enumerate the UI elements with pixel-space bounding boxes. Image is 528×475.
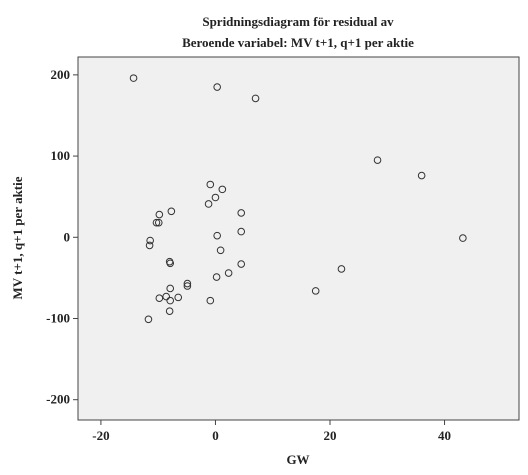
point <box>311 287 320 295</box>
point <box>237 209 246 217</box>
x-tick-label: 20 <box>324 428 337 443</box>
plot-area <box>77 56 520 421</box>
point <box>216 246 225 255</box>
y-tick-label: 0 <box>64 229 71 244</box>
point <box>204 200 213 208</box>
point <box>152 218 161 227</box>
point <box>183 279 192 288</box>
point <box>237 260 246 268</box>
point <box>206 296 215 305</box>
point <box>337 265 346 273</box>
point <box>162 292 170 301</box>
point <box>167 207 176 216</box>
point <box>213 231 221 240</box>
point <box>166 284 175 293</box>
point <box>166 259 175 268</box>
point <box>183 282 192 290</box>
y-tick-label: 200 <box>51 67 71 82</box>
point <box>459 234 467 242</box>
y-axis-label: MV t+1, q+1 per aktie <box>10 176 25 299</box>
y-tick-label: 100 <box>51 148 71 163</box>
point <box>213 83 221 91</box>
point <box>212 273 221 281</box>
point <box>144 315 153 324</box>
point <box>373 156 382 164</box>
point <box>129 74 138 82</box>
point <box>166 296 175 305</box>
point <box>155 294 164 302</box>
x-tick-label: -20 <box>92 428 109 443</box>
point <box>417 171 426 180</box>
point <box>145 241 154 250</box>
point <box>206 180 215 189</box>
y-tick-label: -200 <box>46 392 70 407</box>
point <box>224 269 233 277</box>
x-tick-label: 40 <box>438 428 451 443</box>
point <box>218 185 227 194</box>
x-tick-label: 0 <box>212 428 219 443</box>
point <box>174 293 183 302</box>
chart-subtitle: Beroende variabel: MV t+1, q+1 per aktie <box>182 35 414 50</box>
point <box>237 227 246 236</box>
x-axis-label: GW <box>286 452 309 467</box>
point <box>154 218 163 227</box>
point <box>251 94 260 103</box>
point <box>211 193 220 202</box>
point <box>146 236 154 245</box>
point <box>165 307 174 315</box>
y-tick-label: -100 <box>46 310 70 325</box>
chart-title: Spridningsdiagram för residual av <box>202 14 394 29</box>
point <box>155 210 164 219</box>
